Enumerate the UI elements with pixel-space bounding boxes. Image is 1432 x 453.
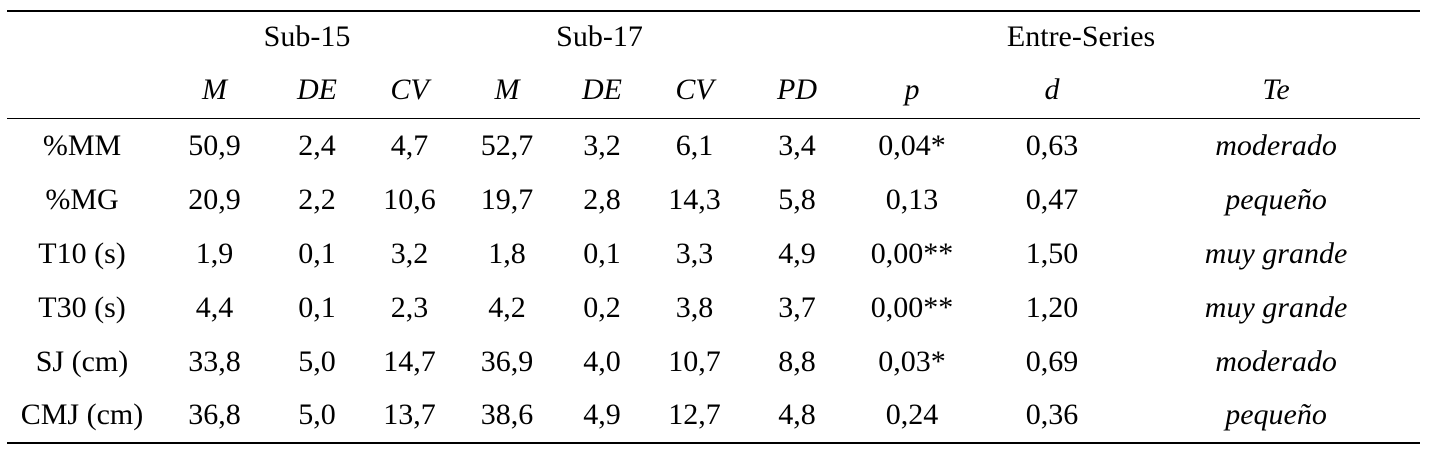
cell-value: 12,7 [668, 398, 721, 431]
cell-value: 0,1 [298, 290, 336, 324]
results-table: Sub-15 Sub-17 Entre-Series M DE CV M DE … [7, 10, 1421, 444]
cell-value: 52,7 [480, 128, 534, 162]
cell-value: 5,0 [298, 344, 336, 378]
cell-value: 38,6 [480, 398, 534, 431]
cell-value: 4,9 [778, 236, 816, 270]
column-header-de-sub15: DE [272, 62, 362, 119]
column-header-m-sub17: M [457, 62, 558, 119]
cell-value: 10,7 [668, 344, 721, 378]
cell-te-value: pequeño [1225, 398, 1327, 431]
cell-value: 4,2 [488, 290, 526, 324]
cell-value: 4,4 [195, 290, 234, 324]
cell-value: 19,7 [480, 182, 534, 216]
row-label: T10 (s) [38, 236, 126, 270]
group-header-row: Sub-15 Sub-17 Entre-Series [7, 11, 1420, 62]
cell-value: 36,9 [480, 344, 534, 378]
group-header-sub15: Sub-15 [263, 20, 351, 53]
cell-value: 3,8 [675, 290, 714, 324]
group-header-entre-series: Entre-Series [1006, 20, 1156, 53]
table-row: %MM 50,9 2,4 4,7 52,7 3,2 6,1 3,4 0,04* 0,63 moder… [7, 119, 1420, 173]
row-label: SJ (cm) [35, 344, 129, 378]
table-row: CMJ (cm) 36,8 5,0 13,7 38,6 4,9 12,7 4,8 0,24 0,3… [7, 389, 1420, 443]
column-header-cv-sub17: CV [647, 62, 743, 119]
column-header-d: d [972, 62, 1133, 119]
cell-value: 3,7 [778, 290, 816, 324]
cell-value: 0,69 [1025, 344, 1079, 378]
cell-value: 0,36 [1025, 398, 1079, 431]
group-header-sub17: Sub-17 [556, 20, 643, 53]
cell-value: 50,9 [188, 128, 241, 162]
cell-value: 36,8 [188, 398, 241, 431]
cell-value: 5,8 [778, 182, 816, 216]
cell-te-value: muy grande [1204, 236, 1348, 270]
cell-value: 3,2 [583, 128, 621, 162]
cell-value: 1,8 [488, 236, 526, 270]
cell-te-value: pequeño [1225, 182, 1327, 216]
cell-value: 5,0 [298, 398, 336, 431]
cell-value: 0,03* [878, 344, 946, 378]
row-label: T30 (s) [38, 290, 126, 324]
cell-value: 0,13 [885, 182, 939, 216]
column-header-empty [7, 62, 157, 119]
cell-value: 3,2 [390, 236, 429, 270]
cell-value: 14,3 [668, 182, 721, 216]
cell-value: 0,24 [885, 398, 939, 431]
cell-value: 0,04* [878, 128, 946, 162]
cell-value: 2,2 [298, 182, 336, 216]
cell-value: 3,4 [778, 128, 816, 162]
table-row: T30 (s) 4,4 0,1 2,3 4,2 0,2 3,8 3,7 0,00** 1,20 mu… [7, 281, 1420, 335]
cell-value: 2,4 [298, 128, 336, 162]
results-table-container: Sub-15 Sub-17 Entre-Series M DE CV M DE … [7, 10, 1421, 444]
column-header-row: M DE CV M DE CV PD p d Te [7, 62, 1421, 119]
column-header-p: p [852, 62, 973, 119]
row-label: %MG [45, 182, 119, 216]
cell-value: 4,9 [583, 398, 621, 431]
cell-value: 0,63 [1025, 128, 1079, 162]
cell-value: 2,3 [390, 290, 429, 324]
table-row: %MG 20,9 2,2 10,6 19,7 2,8 14,3 5,8 0,13 0,47 pequ… [7, 173, 1420, 227]
column-header-m-sub15: M [157, 62, 272, 119]
cell-te-value: moderado [1215, 344, 1337, 378]
cell-value: 0,1 [583, 236, 621, 270]
column-header-cv-sub15: CV [362, 62, 458, 119]
cell-value: 8,8 [778, 344, 816, 378]
cell-value: 0,2 [583, 290, 621, 324]
cell-value: 0,47 [1025, 182, 1079, 216]
cell-value: 20,9 [188, 182, 241, 216]
cell-value: 6,1 [675, 128, 714, 162]
cell-value: 4,8 [778, 398, 816, 431]
row-label: %MM [42, 128, 122, 162]
column-header-de-sub17: DE [557, 62, 648, 119]
table-body: %MM 50,9 2,4 4,7 52,7 3,2 6,1 3,4 0,04* 0,63 moder… [7, 119, 1420, 443]
cell-te-value: muy grande [1204, 290, 1348, 324]
cell-value: 4,0 [583, 344, 621, 378]
cell-value: 1,20 [1025, 290, 1079, 324]
cell-value: 3,3 [675, 236, 714, 270]
cell-value: 1,50 [1025, 236, 1079, 270]
cell-value: 14,7 [383, 344, 436, 378]
cell-value: 10,6 [383, 182, 436, 216]
cell-value: 0,00** [870, 290, 954, 324]
cell-value: 4,7 [390, 128, 429, 162]
cell-te-value: moderado [1215, 128, 1337, 162]
cell-value: 0,1 [298, 236, 336, 270]
column-header-pd: PD [742, 62, 853, 119]
row-label: CMJ (cm) [20, 398, 144, 431]
corner-cell [7, 11, 157, 62]
table-row: T10 (s) 1,9 0,1 3,2 1,8 0,1 3,3 4,9 0,00** 1,50 mu… [7, 227, 1420, 281]
cell-value: 13,7 [383, 398, 436, 431]
cell-value: 0,00** [870, 236, 954, 270]
column-header-te: Te [1132, 62, 1421, 119]
cell-value: 33,8 [188, 344, 241, 378]
cell-value: 1,9 [195, 236, 234, 270]
table-row: SJ (cm) 33,8 5,0 14,7 36,9 4,0 10,7 8,8 0,03* 0,6… [7, 335, 1420, 389]
cell-value: 2,8 [583, 182, 621, 216]
